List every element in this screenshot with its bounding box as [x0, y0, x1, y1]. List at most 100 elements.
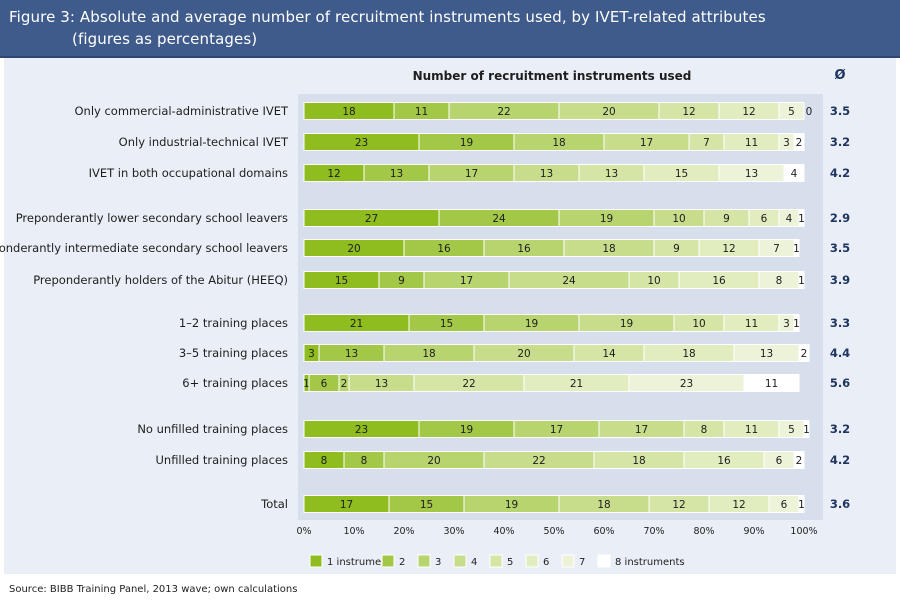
- data-label: 12: [682, 106, 695, 118]
- data-label: 16: [717, 455, 731, 467]
- data-label: 20: [602, 106, 615, 118]
- legend-swatch: [309, 554, 323, 568]
- data-label: 8: [321, 455, 328, 467]
- data-label: 19: [525, 318, 538, 330]
- legend-swatch: [561, 554, 575, 568]
- data-label: 23: [355, 424, 368, 436]
- bar-segment: [783, 164, 805, 182]
- category-label: Preponderantly holders of the Abitur (HE…: [33, 273, 288, 287]
- x-tick-label: 40%: [493, 526, 514, 537]
- data-label: 3: [783, 137, 790, 149]
- data-label: 19: [600, 213, 613, 225]
- average-value: 3.2: [830, 422, 850, 436]
- x-tick-label: 20%: [393, 526, 414, 537]
- bar-segment: [798, 344, 810, 362]
- data-label: 18: [552, 137, 565, 149]
- bar-segment: [793, 239, 800, 257]
- data-label: 14: [602, 348, 616, 360]
- average-value: 4.4: [830, 346, 850, 360]
- legend-label: 8 instruments: [615, 557, 685, 568]
- category-label: Unfilled training places: [155, 453, 288, 467]
- average-value: 4.2: [830, 166, 850, 180]
- x-tick-label: 0%: [296, 526, 311, 537]
- legend-label: 2: [399, 557, 405, 568]
- legend-swatch: [453, 554, 467, 568]
- x-tick-label: 70%: [643, 526, 664, 537]
- data-label: 27: [365, 213, 378, 225]
- data-label: 3: [783, 318, 790, 330]
- category-label: 3–5 training places: [179, 346, 288, 360]
- data-label: 20: [347, 243, 360, 255]
- data-label: 15: [335, 275, 348, 287]
- data-label: 5: [788, 106, 795, 118]
- data-label: 1: [798, 499, 805, 511]
- legend-label: 1 instrument: [327, 557, 391, 568]
- average-value: 4.2: [830, 453, 850, 467]
- data-label: 17: [340, 499, 353, 511]
- data-label: 13: [540, 168, 553, 180]
- data-label: 2: [796, 455, 803, 467]
- bar-segment: [798, 495, 805, 513]
- bar-segment: [793, 133, 805, 151]
- bar-segment: [793, 314, 800, 332]
- data-label: 17: [465, 168, 478, 180]
- data-label: 6: [761, 213, 768, 225]
- data-label: 1: [793, 243, 800, 255]
- data-label: 11: [765, 378, 778, 390]
- category-label: 1–2 training places: [179, 316, 288, 330]
- data-label: 2: [801, 348, 808, 360]
- data-label: 2: [796, 137, 803, 149]
- category-label: Preponderantly intermediate secondary sc…: [0, 241, 288, 255]
- average-value: 3.6: [830, 497, 850, 511]
- category-label: Total: [260, 497, 288, 511]
- bar-segment: [743, 374, 800, 392]
- data-label: 24: [562, 275, 576, 287]
- average-value: 3.3: [830, 316, 850, 330]
- data-label: 21: [570, 378, 583, 390]
- data-label: 17: [550, 424, 563, 436]
- data-label: 10: [672, 213, 685, 225]
- data-label: 17: [635, 424, 648, 436]
- data-label: 8: [701, 424, 708, 436]
- x-tick-label: 90%: [743, 526, 764, 537]
- data-label: 23: [355, 137, 368, 149]
- bar-segment: [798, 271, 805, 289]
- data-label: 11: [745, 137, 758, 149]
- data-label: 6: [776, 455, 783, 467]
- data-label: 13: [745, 168, 758, 180]
- data-label: 17: [640, 137, 653, 149]
- x-tick-label: 60%: [593, 526, 614, 537]
- legend-label: 7: [579, 557, 585, 568]
- data-label: 13: [605, 168, 618, 180]
- x-tick-label: 100%: [790, 526, 817, 537]
- average-value: 3.5: [830, 104, 850, 118]
- data-label: 17: [460, 275, 473, 287]
- category-label: Only industrial-technical IVET: [119, 135, 289, 149]
- bar-segment: [803, 420, 810, 438]
- data-label: 10: [647, 275, 660, 287]
- figure-header: Figure 3: Absolute and average number of…: [0, 0, 900, 58]
- data-label: 22: [497, 106, 510, 118]
- legend-swatch: [525, 554, 539, 568]
- data-label: 16: [517, 243, 531, 255]
- data-label: 5: [788, 424, 795, 436]
- data-label: 15: [675, 168, 688, 180]
- data-label: 8: [776, 275, 783, 287]
- source-note: Source: BIBB Training Panel, 2013 wave; …: [9, 584, 298, 595]
- legend-label: 4: [471, 557, 477, 568]
- data-label: 16: [437, 243, 451, 255]
- data-label: 1: [303, 378, 310, 390]
- bar-segment: [778, 102, 805, 120]
- data-label: 9: [723, 213, 730, 225]
- data-label: 2: [341, 378, 348, 390]
- data-label: 0: [806, 106, 813, 118]
- data-label: 8: [361, 455, 368, 467]
- data-label: 23: [680, 378, 693, 390]
- category-label: Preponderantly lower secondary school le…: [16, 211, 288, 225]
- category-label: No unfilled training places: [137, 422, 288, 436]
- data-label: 15: [440, 318, 453, 330]
- data-label: 12: [742, 106, 755, 118]
- data-label: 11: [415, 106, 428, 118]
- bar-segment: [798, 209, 805, 227]
- data-label: 13: [375, 378, 388, 390]
